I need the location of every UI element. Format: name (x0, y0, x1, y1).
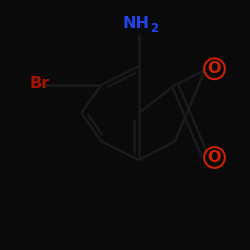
Text: 2: 2 (150, 22, 158, 35)
Text: Br: Br (29, 76, 50, 91)
Text: O: O (208, 150, 221, 165)
Text: NH: NH (123, 16, 150, 31)
Text: O: O (208, 61, 221, 76)
